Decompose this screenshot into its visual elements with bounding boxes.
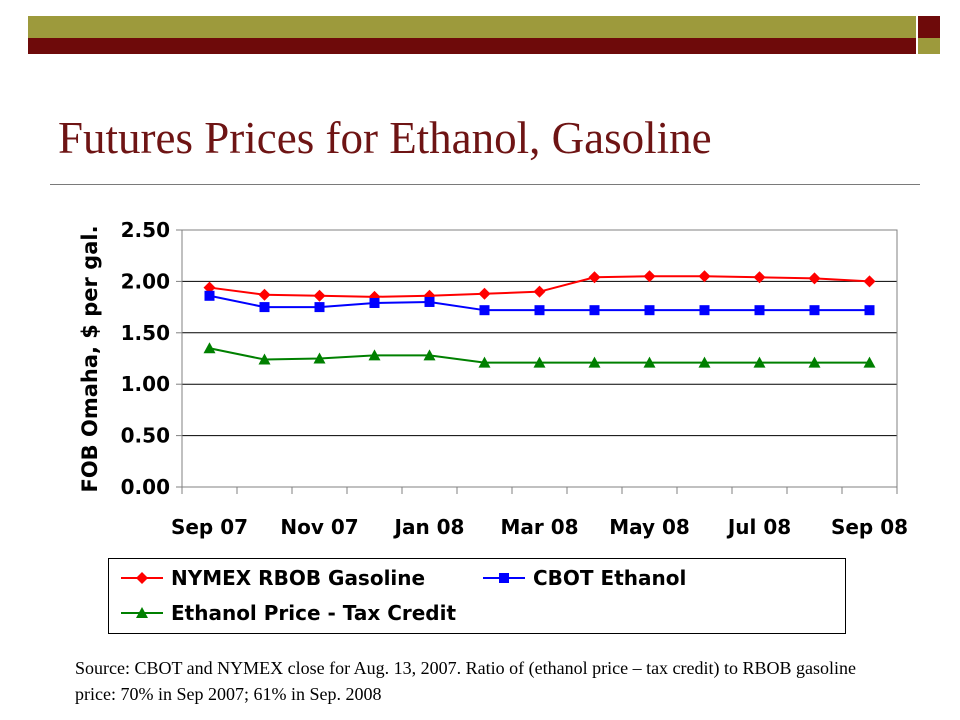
y-tick-label: 1.00 [121, 372, 170, 396]
data-point [203, 342, 216, 354]
data-point [314, 302, 325, 313]
x-tick-label: Sep 08 [831, 515, 908, 539]
y-tick-label: 0.50 [121, 424, 170, 448]
data-point [368, 349, 381, 361]
series-2 [203, 342, 876, 368]
legend-item-gasoline: NYMEX RBOB Gasoline [119, 566, 425, 590]
data-point [863, 275, 876, 288]
series [203, 270, 876, 368]
data-point [588, 271, 601, 284]
data-point [643, 270, 656, 283]
legend-square-icon [483, 573, 525, 583]
x-tick-label: Jul 08 [726, 515, 791, 539]
y-tick-label: 0.00 [121, 475, 170, 499]
data-point [478, 287, 491, 300]
data-point [753, 356, 766, 368]
legend-diamond-icon [121, 572, 163, 584]
legend-item-ethanol: CBOT Ethanol [481, 566, 686, 590]
plot-area [181, 229, 898, 488]
data-point [863, 356, 876, 368]
data-point [644, 305, 655, 316]
y-axis-label: FOB Omaha, $ per gal. [78, 225, 102, 492]
data-point [808, 356, 821, 368]
data-point [533, 285, 546, 298]
y-axis: 0.00 0.50 1.00 1.50 2.00 2.50 [121, 218, 182, 499]
x-tick-label: Mar 08 [500, 515, 578, 539]
data-point [203, 281, 216, 294]
grid-lines [182, 280, 897, 437]
data-point [478, 356, 491, 368]
title-divider [50, 184, 920, 185]
data-point [204, 290, 215, 301]
data-point [424, 296, 435, 307]
data-point [534, 305, 545, 316]
data-point [423, 349, 436, 361]
data-point [753, 271, 766, 284]
data-point [259, 302, 270, 313]
x-tick-label: Jan 08 [393, 515, 465, 539]
series-0 [203, 270, 876, 303]
data-point [754, 305, 765, 316]
data-point [258, 353, 271, 365]
data-point [698, 270, 711, 283]
data-point [698, 356, 711, 368]
chart-legend: NYMEX RBOB Gasoline CBOT Ethanol Ethanol… [108, 558, 846, 634]
x-tick-label: Nov 07 [280, 515, 358, 539]
header-band-olive [28, 16, 916, 38]
header-bar [28, 16, 916, 54]
data-point [258, 288, 271, 301]
y-tick-label: 1.50 [121, 321, 170, 345]
slide-title: Futures Prices for Ethanol, Gasoline [58, 113, 712, 163]
data-point [699, 305, 710, 316]
series-1 [204, 290, 875, 316]
legend-label-tax-credit: Ethanol Price - Tax Credit [171, 601, 457, 625]
y-tick-label: 2.50 [121, 218, 170, 242]
y-tick-label: 2.00 [121, 269, 170, 293]
data-point [533, 356, 546, 368]
data-point [864, 305, 875, 316]
data-point [589, 305, 600, 316]
header-band-red [28, 38, 916, 54]
data-point [313, 289, 326, 302]
legend-label-gasoline: NYMEX RBOB Gasoline [171, 566, 426, 590]
source-note: Source: CBOT and NYMEX close for Aug. 13… [75, 658, 857, 704]
data-point [588, 356, 601, 368]
data-point [643, 356, 656, 368]
data-point [479, 305, 490, 316]
data-point [313, 352, 326, 364]
legend-item-tax-credit: Ethanol Price - Tax Credit [119, 601, 456, 625]
data-point [369, 297, 380, 308]
x-tick-label: May 08 [609, 515, 690, 539]
legend-label-ethanol: CBOT Ethanol [533, 566, 687, 590]
x-axis: Sep 07 Nov 07 Jan 08 Mar 08 May 08 Jul 08 Sep … [171, 487, 908, 539]
x-tick-label: Sep 07 [171, 515, 248, 539]
corner-block-red [918, 16, 940, 38]
legend-triangle-icon [121, 607, 163, 618]
corner-block-olive [918, 38, 940, 54]
data-point [809, 305, 820, 316]
data-point [808, 272, 821, 285]
